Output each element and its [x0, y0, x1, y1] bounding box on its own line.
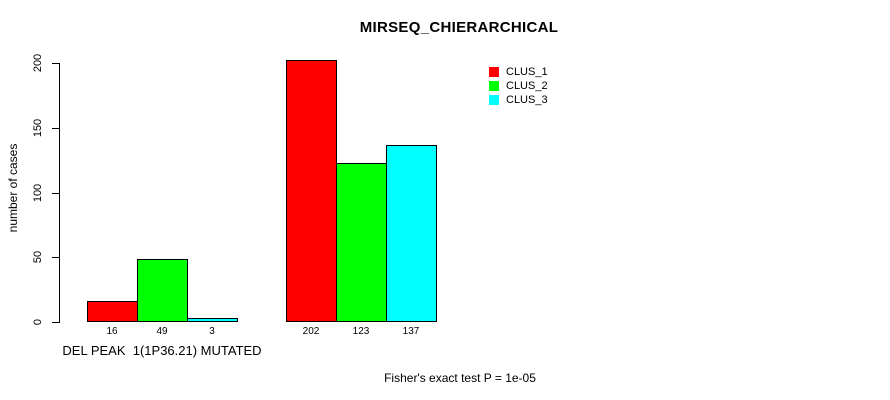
- bar-value-label: 3: [209, 326, 215, 337]
- y-axis-tick-label: 100: [32, 183, 44, 202]
- legend-label: CLUS_3: [506, 94, 548, 106]
- y-axis-tick: [52, 63, 59, 64]
- bar-clus_2-group-1: [137, 259, 188, 322]
- y-axis-tick-label: 200: [32, 53, 44, 73]
- x-category-label: DEL PEAK 1(1P36.21) MUTATED: [62, 343, 262, 358]
- bar-value-label: 16: [106, 326, 118, 337]
- bar-value-label: 137: [402, 326, 420, 337]
- legend-label: CLUS_2: [506, 80, 548, 92]
- legend: CLUS_1 CLUS_2 CLUS_3: [489, 65, 548, 107]
- y-axis-tick-label: 50: [32, 251, 44, 264]
- legend-swatch-icon: [489, 67, 499, 77]
- bar-clus_3-group-2: [386, 145, 437, 322]
- y-axis-tick-label: 150: [32, 118, 44, 137]
- legend-swatch-icon: [489, 81, 499, 91]
- y-axis-tick-label: 0: [32, 318, 44, 326]
- y-axis-tick: [52, 127, 59, 129]
- annotation-text: Fisher's exact test P = 1e-05: [384, 371, 536, 385]
- bar-clus_1-group-2: [286, 60, 337, 322]
- chart-title: MIRSEQ_CHIERARCHICAL: [359, 19, 559, 36]
- bar-clus_3-group-1: [187, 318, 238, 322]
- bar-value-label: 49: [156, 326, 168, 337]
- bar-value-label: 202: [302, 326, 320, 337]
- legend-label: CLUS_1: [506, 66, 548, 78]
- bar-value-label: 123: [352, 326, 370, 337]
- legend-swatch-icon: [489, 95, 499, 105]
- y-axis-line: [59, 63, 60, 323]
- bar-clus_1-group-1: [87, 301, 138, 322]
- y-axis-tick: [52, 192, 59, 194]
- legend-item-clus_1: CLUS_1: [489, 65, 548, 79]
- legend-item-clus_2: CLUS_2: [489, 79, 548, 93]
- y-axis-tick: [52, 257, 59, 259]
- bar-clus_2-group-2: [336, 163, 387, 322]
- legend-item-clus_3: CLUS_3: [489, 93, 548, 107]
- y-axis-tick: [52, 322, 59, 323]
